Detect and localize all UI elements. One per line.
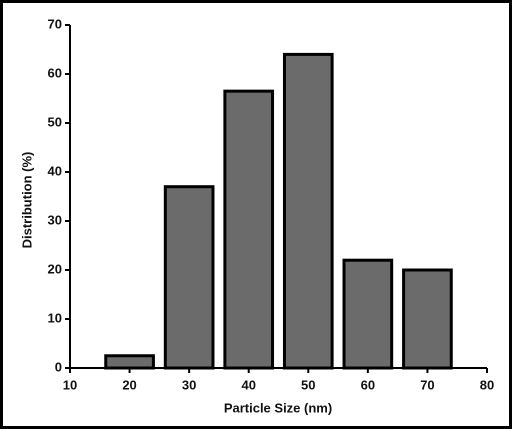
x-tick-label: 70 [420,377,434,392]
x-tick-label: 80 [480,377,494,392]
x-tick-label: 50 [301,377,315,392]
y-axis-label: Distribution (%) [19,152,34,249]
bar [282,52,334,370]
y-tick-label: 10 [48,310,62,325]
bar [342,258,394,370]
x-tick-label: 60 [361,377,375,392]
y-tick-label: 60 [48,65,62,80]
y-tick-label: 40 [48,163,62,178]
bar [163,185,215,370]
bar [402,268,453,370]
bar [104,354,155,370]
x-tick-label: 30 [182,377,196,392]
x-axis-label: Particle Size (nm) [224,400,332,415]
y-tick-label: 50 [48,114,62,129]
bar [223,89,275,370]
x-tick-label: 20 [122,377,136,392]
y-tick-label: 70 [48,16,62,31]
y-tick-label: 30 [48,212,62,227]
x-tick-label: 40 [241,377,255,392]
y-tick-label: 20 [48,261,62,276]
y-tick-label: 0 [55,359,62,374]
x-tick-label: 10 [63,377,77,392]
